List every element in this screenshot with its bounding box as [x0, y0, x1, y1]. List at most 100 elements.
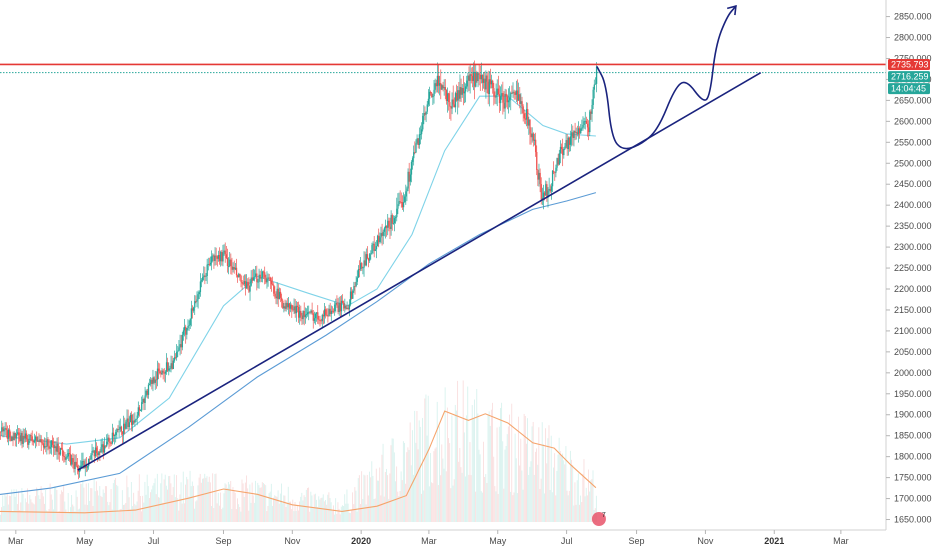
volume-bar [376, 480, 378, 522]
candle-body [303, 311, 305, 318]
candle-body [365, 254, 367, 266]
volume-bar [323, 501, 325, 522]
candle-body [338, 302, 340, 312]
candle-body [446, 93, 449, 101]
candle-body [522, 106, 524, 114]
volume-bar [521, 470, 523, 522]
candle-body [448, 93, 450, 103]
candle-body [147, 384, 150, 395]
volume-bar [174, 497, 176, 522]
volume-bar [123, 504, 124, 522]
candle-body [525, 109, 528, 120]
candle-body [49, 447, 51, 449]
volume-bar [221, 509, 223, 522]
candle-body [285, 302, 287, 309]
candle-body [156, 368, 159, 380]
volume-bar [426, 435, 428, 522]
volume-bar [135, 505, 137, 522]
candle-body [506, 96, 509, 103]
volume-bar [242, 483, 244, 522]
volume-bar [496, 427, 498, 522]
volume-bar [423, 490, 425, 522]
volume-bar [229, 484, 231, 522]
volume-bar [22, 493, 24, 522]
volume-bar [349, 513, 351, 522]
candle-body [510, 92, 512, 98]
volume-bar [67, 493, 69, 522]
candle-body [516, 90, 519, 101]
candle-body [515, 90, 518, 95]
volume-bar [109, 502, 111, 522]
candle-body [593, 84, 595, 90]
candle-body [369, 254, 371, 261]
candle-body [498, 94, 501, 104]
volume-bar [120, 508, 122, 522]
candle-body [402, 202, 405, 208]
volume-bar [312, 508, 314, 522]
candle-body [367, 258, 370, 261]
volume-bar [583, 459, 585, 522]
volume-bar [331, 511, 333, 522]
volume-bar [113, 479, 115, 522]
candle-body [174, 357, 177, 359]
volume-bar [217, 492, 219, 522]
y-tick-label: 2300.000 [894, 242, 932, 252]
candle-body [48, 445, 50, 449]
volume-bar [581, 502, 583, 522]
volume-bar [232, 487, 234, 522]
volume-bar [476, 389, 478, 522]
volume-bar [483, 441, 484, 522]
volume-bar [13, 489, 15, 522]
volume-bar [28, 503, 30, 522]
volume-bar [527, 418, 528, 522]
volume-bar [148, 498, 150, 522]
volume-bar [486, 483, 488, 522]
y-tick-label: 2450.000 [894, 179, 932, 189]
candle-body [511, 92, 513, 94]
candle-body [196, 299, 198, 302]
volume-bar [296, 506, 298, 522]
candle-body [16, 432, 19, 434]
candle-body [388, 220, 390, 227]
candle-body [154, 379, 156, 383]
candle-body [281, 297, 283, 301]
candle-body [504, 93, 506, 109]
volume-bar [5, 496, 7, 522]
candle-body [129, 414, 132, 423]
y-tick-label: 2400.000 [894, 200, 932, 210]
volume-bar [442, 458, 444, 522]
volume-bar [137, 490, 139, 522]
volume-bar [343, 506, 345, 522]
candle-body [106, 441, 108, 447]
candle-body [275, 296, 277, 299]
volume-bar [40, 486, 42, 522]
candle-body [461, 88, 463, 95]
candle-body [428, 91, 431, 99]
volume-bar [0, 514, 1, 522]
volume-bar [82, 480, 84, 522]
candle-body [12, 436, 14, 441]
candle-body [136, 415, 138, 419]
candle-body [287, 303, 290, 308]
volume-bar [85, 483, 87, 522]
candle-body [290, 305, 292, 309]
candle-body [459, 87, 461, 99]
volume-bar [143, 502, 145, 522]
candle-body [590, 111, 592, 114]
candle-body [441, 85, 443, 90]
candle-body [144, 395, 146, 403]
volume-bar [407, 447, 409, 522]
volume-bar [580, 495, 582, 522]
volume-bar [258, 485, 260, 522]
candle-body [550, 186, 553, 192]
candle-body [305, 314, 308, 315]
candle-body [347, 307, 349, 310]
candle-body [584, 120, 586, 122]
candle-body [575, 132, 577, 133]
candle-body [170, 363, 172, 369]
volume-bar [309, 511, 311, 522]
volume-bar [317, 507, 319, 522]
volume-bar [46, 510, 48, 522]
candle-body [67, 453, 70, 457]
